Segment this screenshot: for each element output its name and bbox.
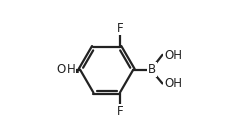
Text: OH: OH (163, 77, 181, 90)
Text: F: F (116, 22, 123, 34)
Text: O: O (56, 63, 65, 76)
Text: H: H (67, 63, 75, 76)
Text: B: B (148, 63, 156, 76)
Text: F: F (116, 105, 123, 118)
Text: OH: OH (163, 49, 181, 62)
